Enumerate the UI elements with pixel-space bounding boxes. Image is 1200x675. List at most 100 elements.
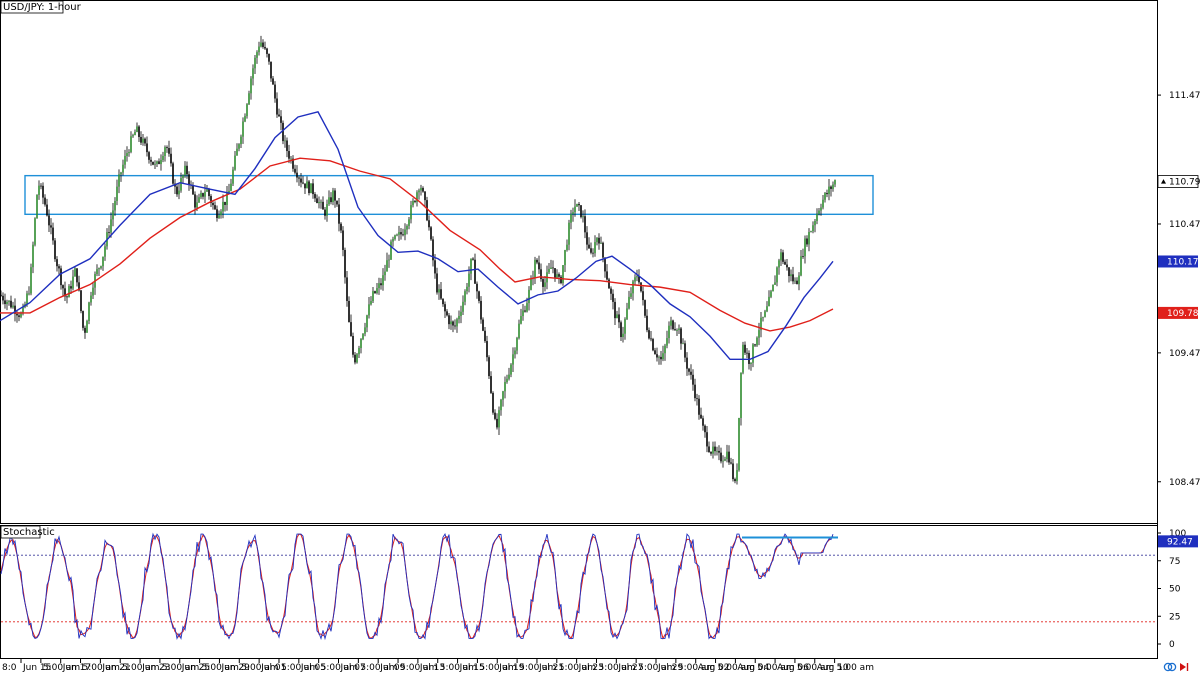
ma-slow-line [0, 157, 834, 332]
candle [372, 287, 374, 303]
candle [700, 407, 702, 419]
candle [242, 117, 244, 144]
y-tick-label: 108.470 [1169, 478, 1200, 488]
candle [388, 254, 390, 268]
candle [344, 247, 346, 284]
candle [560, 275, 562, 285]
candle [88, 301, 90, 325]
x-tick-label: 5:00 am [281, 663, 318, 673]
x-tick-label: 5:00 am [360, 663, 397, 673]
candle [318, 196, 320, 209]
candle [524, 305, 526, 313]
candle [540, 263, 542, 282]
candle [366, 314, 368, 333]
candle [332, 187, 334, 206]
candle [758, 322, 760, 346]
candle [588, 237, 590, 249]
candle [472, 257, 474, 261]
candle [418, 188, 420, 200]
candle [238, 143, 240, 152]
candle [398, 225, 400, 241]
candle [772, 284, 774, 292]
candle [486, 335, 488, 362]
x-tick-label: 5:00 am [638, 663, 675, 673]
candle [236, 143, 238, 156]
candle [736, 463, 738, 485]
candle [740, 372, 742, 426]
candle [138, 125, 140, 143]
candle [484, 326, 486, 343]
candle [630, 287, 632, 299]
x-tick-label: Jun 25 [181, 663, 210, 673]
candle [572, 207, 574, 222]
candle [370, 296, 372, 306]
candle [442, 298, 444, 307]
candle [498, 406, 500, 435]
x-tick-label: Jun 29 [220, 663, 250, 673]
candle [176, 183, 178, 197]
candle [378, 277, 380, 295]
candle [346, 270, 348, 307]
candle [648, 327, 650, 340]
candle [798, 272, 800, 291]
y-tick-label: 110.470 [1169, 220, 1200, 230]
candle [204, 184, 206, 203]
candle [676, 328, 678, 336]
x-tick-label: 5:00 am [598, 663, 635, 673]
candle [342, 226, 344, 257]
candle [116, 179, 118, 206]
candle [316, 194, 318, 204]
candle [796, 277, 798, 285]
candle [674, 322, 676, 332]
candle [744, 341, 746, 356]
candle [112, 202, 114, 227]
candle [600, 236, 602, 245]
x-tick-label: 5:00 am [519, 663, 556, 673]
candle [824, 192, 826, 203]
candle [722, 455, 724, 468]
sync-icon[interactable] [1163, 662, 1177, 672]
candle [610, 286, 612, 300]
candle [6, 299, 8, 311]
candle [518, 319, 520, 340]
candle [454, 319, 456, 330]
candle [784, 259, 786, 266]
candle [470, 258, 472, 281]
x-tick-label: Aug 04 [737, 663, 769, 673]
candle [154, 160, 156, 169]
candle [200, 190, 202, 200]
x-tick-label: Aug 06 [777, 663, 809, 673]
x-tick-label: Jul 13 [419, 663, 445, 673]
candle [256, 50, 258, 64]
candle [664, 343, 666, 361]
candle [58, 264, 60, 276]
candle [482, 317, 484, 332]
candle [272, 75, 274, 85]
candle [724, 456, 726, 462]
candle [590, 242, 592, 255]
candle [626, 302, 628, 320]
x-tick-label: Jul 09 [379, 663, 405, 673]
candle [644, 299, 646, 318]
candle [536, 258, 538, 265]
candle [804, 235, 806, 264]
candle [446, 309, 448, 317]
candle [670, 316, 672, 330]
candle [264, 41, 266, 51]
candle [62, 284, 64, 296]
x-tick-label: 5:00 am [797, 663, 834, 673]
candle [672, 319, 674, 331]
candle [178, 183, 180, 200]
candle [304, 183, 306, 195]
x-tick-label: 5:00 am [440, 663, 477, 673]
scroll-to-end-icon[interactable] [1180, 663, 1189, 671]
candle [194, 191, 196, 215]
svg-text:110.799: 110.799 [1169, 178, 1200, 188]
candle [814, 218, 816, 233]
candle [718, 445, 720, 461]
candle [618, 307, 620, 329]
candle [82, 310, 84, 331]
x-tick-label: 5:00 am [122, 663, 159, 673]
candle [592, 248, 594, 258]
candle [656, 347, 658, 362]
